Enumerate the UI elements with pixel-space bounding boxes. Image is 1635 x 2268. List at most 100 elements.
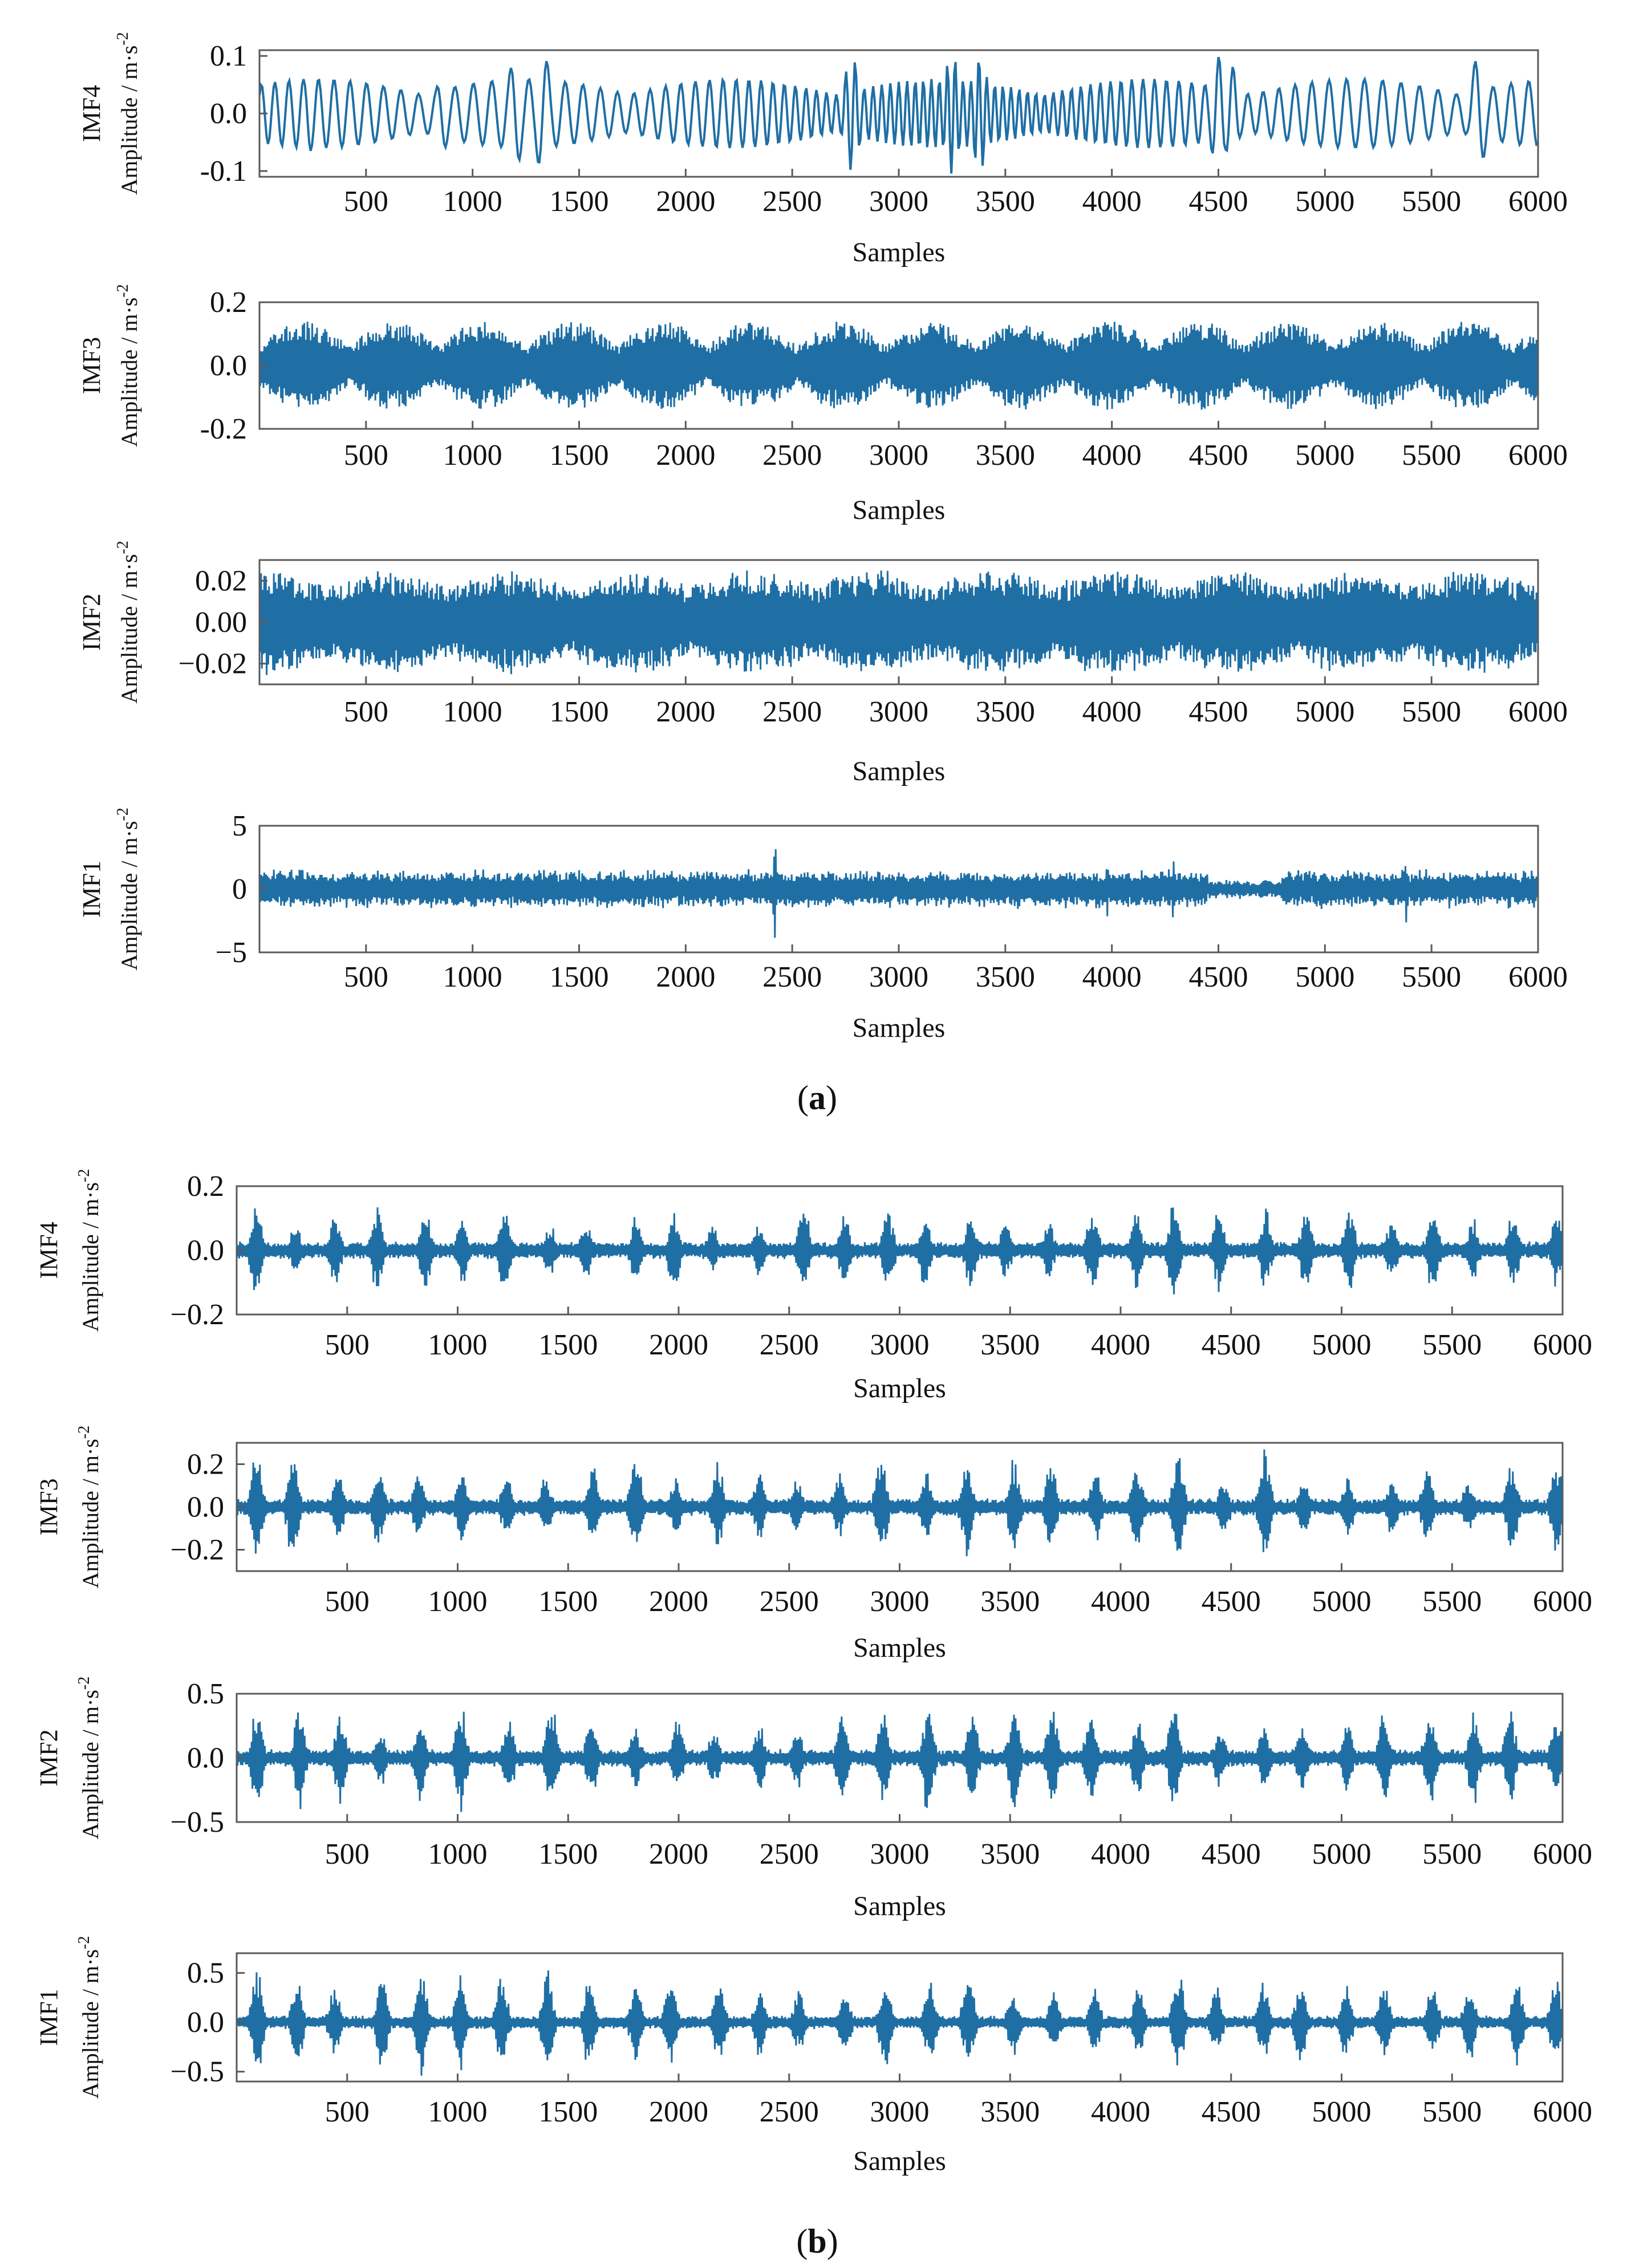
x-tick-label: 4500 xyxy=(1189,961,1248,993)
y-tick-label: 0.0 xyxy=(187,2006,224,2039)
x-tick-label: 6000 xyxy=(1533,1585,1592,1618)
x-tick-label: 3500 xyxy=(980,1838,1040,1871)
x-tick-label: 3000 xyxy=(869,961,928,993)
chart-panel-a-imf4: 500 1000 1500 2000 2500 3000 3500 4000 4500 5000 5… xyxy=(78,32,1568,267)
x-tick-label: 3000 xyxy=(870,1838,930,1871)
y-tick-label: −5 xyxy=(216,936,247,969)
signal-trace xyxy=(259,56,1538,174)
x-tick-label: 5000 xyxy=(1312,1838,1372,1871)
x-tick-label: 2500 xyxy=(760,2096,819,2128)
x-tick-label: 5500 xyxy=(1402,185,1461,218)
y-tick-label: 0.2 xyxy=(187,1449,224,1481)
x-tick-label: 2000 xyxy=(656,185,715,218)
x-tick-label: 5500 xyxy=(1402,961,1461,993)
x-tick-label: 3500 xyxy=(980,1329,1040,1361)
signal-trace xyxy=(259,570,1538,675)
x-tick-label: 4500 xyxy=(1189,439,1248,472)
y-tick-label: -0.2 xyxy=(200,413,247,445)
y-tick-label: 0.2 xyxy=(187,1170,224,1203)
x-tick-label: 5500 xyxy=(1422,1838,1482,1871)
y-axis-signal-label: IMF3 xyxy=(35,1478,63,1535)
signal-trace xyxy=(237,1711,1563,1812)
x-tick-label: 2500 xyxy=(760,1329,819,1361)
y-axis-unit-label: Amplitude / m·s-2 xyxy=(114,284,142,447)
y-axis-unit-label: Amplitude / m·s-2 xyxy=(75,1677,103,1840)
x-tick-label: 2000 xyxy=(656,439,715,472)
y-axis-signal-label: IMF1 xyxy=(35,1989,63,2046)
x-tick-label: 3500 xyxy=(980,2096,1040,2128)
signal-trace xyxy=(259,322,1538,410)
y-tick-label: 0.0 xyxy=(210,98,247,130)
y-axis-unit-label: Amplitude / m·s-2 xyxy=(114,808,142,971)
y-tick-label: 0.5 xyxy=(187,1957,224,1990)
x-tick-label: 4500 xyxy=(1189,185,1248,218)
x-tick-label: 1000 xyxy=(443,185,502,218)
x-tick-label: 1000 xyxy=(428,1329,488,1361)
x-tick-label: 1500 xyxy=(550,961,609,993)
x-tick-label: 5000 xyxy=(1295,439,1354,472)
x-axis-label: Samples xyxy=(853,756,946,786)
x-tick-label: 3000 xyxy=(870,1585,930,1618)
x-tick-label: 1000 xyxy=(443,961,502,993)
x-tick-label: 1000 xyxy=(428,2096,488,2128)
y-axis-signal-label: IMF3 xyxy=(78,337,106,394)
y-tick-label: 0.0 xyxy=(187,1235,224,1267)
x-tick-label: 3000 xyxy=(869,439,928,472)
y-axis-unit-label: Amplitude / m·s-2 xyxy=(75,1936,103,2099)
x-tick-label: 1000 xyxy=(443,439,502,472)
x-tick-label: 5000 xyxy=(1312,2096,1372,2128)
x-tick-label: 500 xyxy=(344,185,388,218)
x-axis-label: Samples xyxy=(853,1013,946,1043)
y-axis-unit-label: Amplitude / m·s-2 xyxy=(114,541,142,704)
x-tick-label: 3500 xyxy=(980,1585,1040,1618)
x-tick-label: 5000 xyxy=(1312,1329,1372,1361)
y-axis-unit-label: Amplitude / m·s-2 xyxy=(75,1169,103,1332)
chart-panel-b-imf1: 500 1000 1500 2000 2500 3000 3500 4000 4500 5000 5… xyxy=(35,1936,1592,2176)
x-tick-label: 4000 xyxy=(1091,1838,1150,1871)
x-tick-label: 1500 xyxy=(550,696,609,728)
x-tick-label: 1000 xyxy=(428,1838,488,1871)
caption-a: (a) xyxy=(797,1079,837,1117)
y-tick-label: 0.0 xyxy=(187,1491,224,1524)
chart-panel-b-imf2: 500 1000 1500 2000 2500 3000 3500 4000 4500 5000 5… xyxy=(35,1677,1592,1921)
x-tick-label: 6000 xyxy=(1508,439,1568,472)
x-tick-label: 2000 xyxy=(656,696,715,728)
x-tick-label: 6000 xyxy=(1533,1838,1592,1871)
x-tick-label: 1500 xyxy=(538,1838,598,1871)
y-tick-label: 0.02 xyxy=(195,565,247,597)
x-tick-label: 4000 xyxy=(1091,2096,1150,2128)
signal-trace xyxy=(237,1207,1563,1295)
panels: 500 1000 1500 2000 2500 3000 3500 4000 4500 5000 5… xyxy=(35,32,1592,2176)
x-tick-label: 5500 xyxy=(1402,696,1461,728)
x-tick-label: 5500 xyxy=(1422,2096,1482,2128)
x-tick-label: 4000 xyxy=(1091,1329,1150,1361)
y-tick-label: 0.5 xyxy=(187,1678,224,1710)
x-tick-label: 3500 xyxy=(976,696,1035,728)
y-tick-label: 5 xyxy=(232,810,247,842)
signal-trace xyxy=(237,1970,1563,2076)
y-tick-label: −0.2 xyxy=(171,1299,224,1331)
y-tick-label: −0.02 xyxy=(178,648,247,680)
y-tick-label: 0.1 xyxy=(210,40,247,72)
x-tick-label: 3000 xyxy=(870,2096,930,2128)
x-tick-label: 2500 xyxy=(762,961,822,993)
y-axis-signal-label: IMF2 xyxy=(35,1729,63,1786)
y-axis-unit-label: Amplitude / m·s-2 xyxy=(75,1426,103,1589)
y-axis-signal-label: IMF1 xyxy=(78,861,106,918)
x-axis-label: Samples xyxy=(853,1891,946,1921)
x-tick-label: 4000 xyxy=(1082,961,1142,993)
x-tick-label: 1500 xyxy=(550,439,609,472)
y-tick-label: 0.0 xyxy=(187,1742,224,1775)
x-tick-label: 2500 xyxy=(760,1838,819,1871)
x-tick-label: 500 xyxy=(344,439,388,472)
x-tick-label: 4500 xyxy=(1202,2096,1261,2128)
x-axis-label: Samples xyxy=(853,237,946,267)
x-tick-label: 4500 xyxy=(1202,1329,1261,1361)
x-tick-label: 500 xyxy=(325,1329,370,1361)
x-tick-label: 4000 xyxy=(1082,439,1142,472)
x-tick-label: 2500 xyxy=(762,439,822,472)
x-tick-label: 5500 xyxy=(1422,1585,1482,1618)
x-tick-label: 6000 xyxy=(1533,1329,1592,1361)
chart-panel-b-imf3: 500 1000 1500 2000 2500 3000 3500 4000 4500 5000 5… xyxy=(35,1426,1592,1663)
x-tick-label: 5000 xyxy=(1295,696,1354,728)
